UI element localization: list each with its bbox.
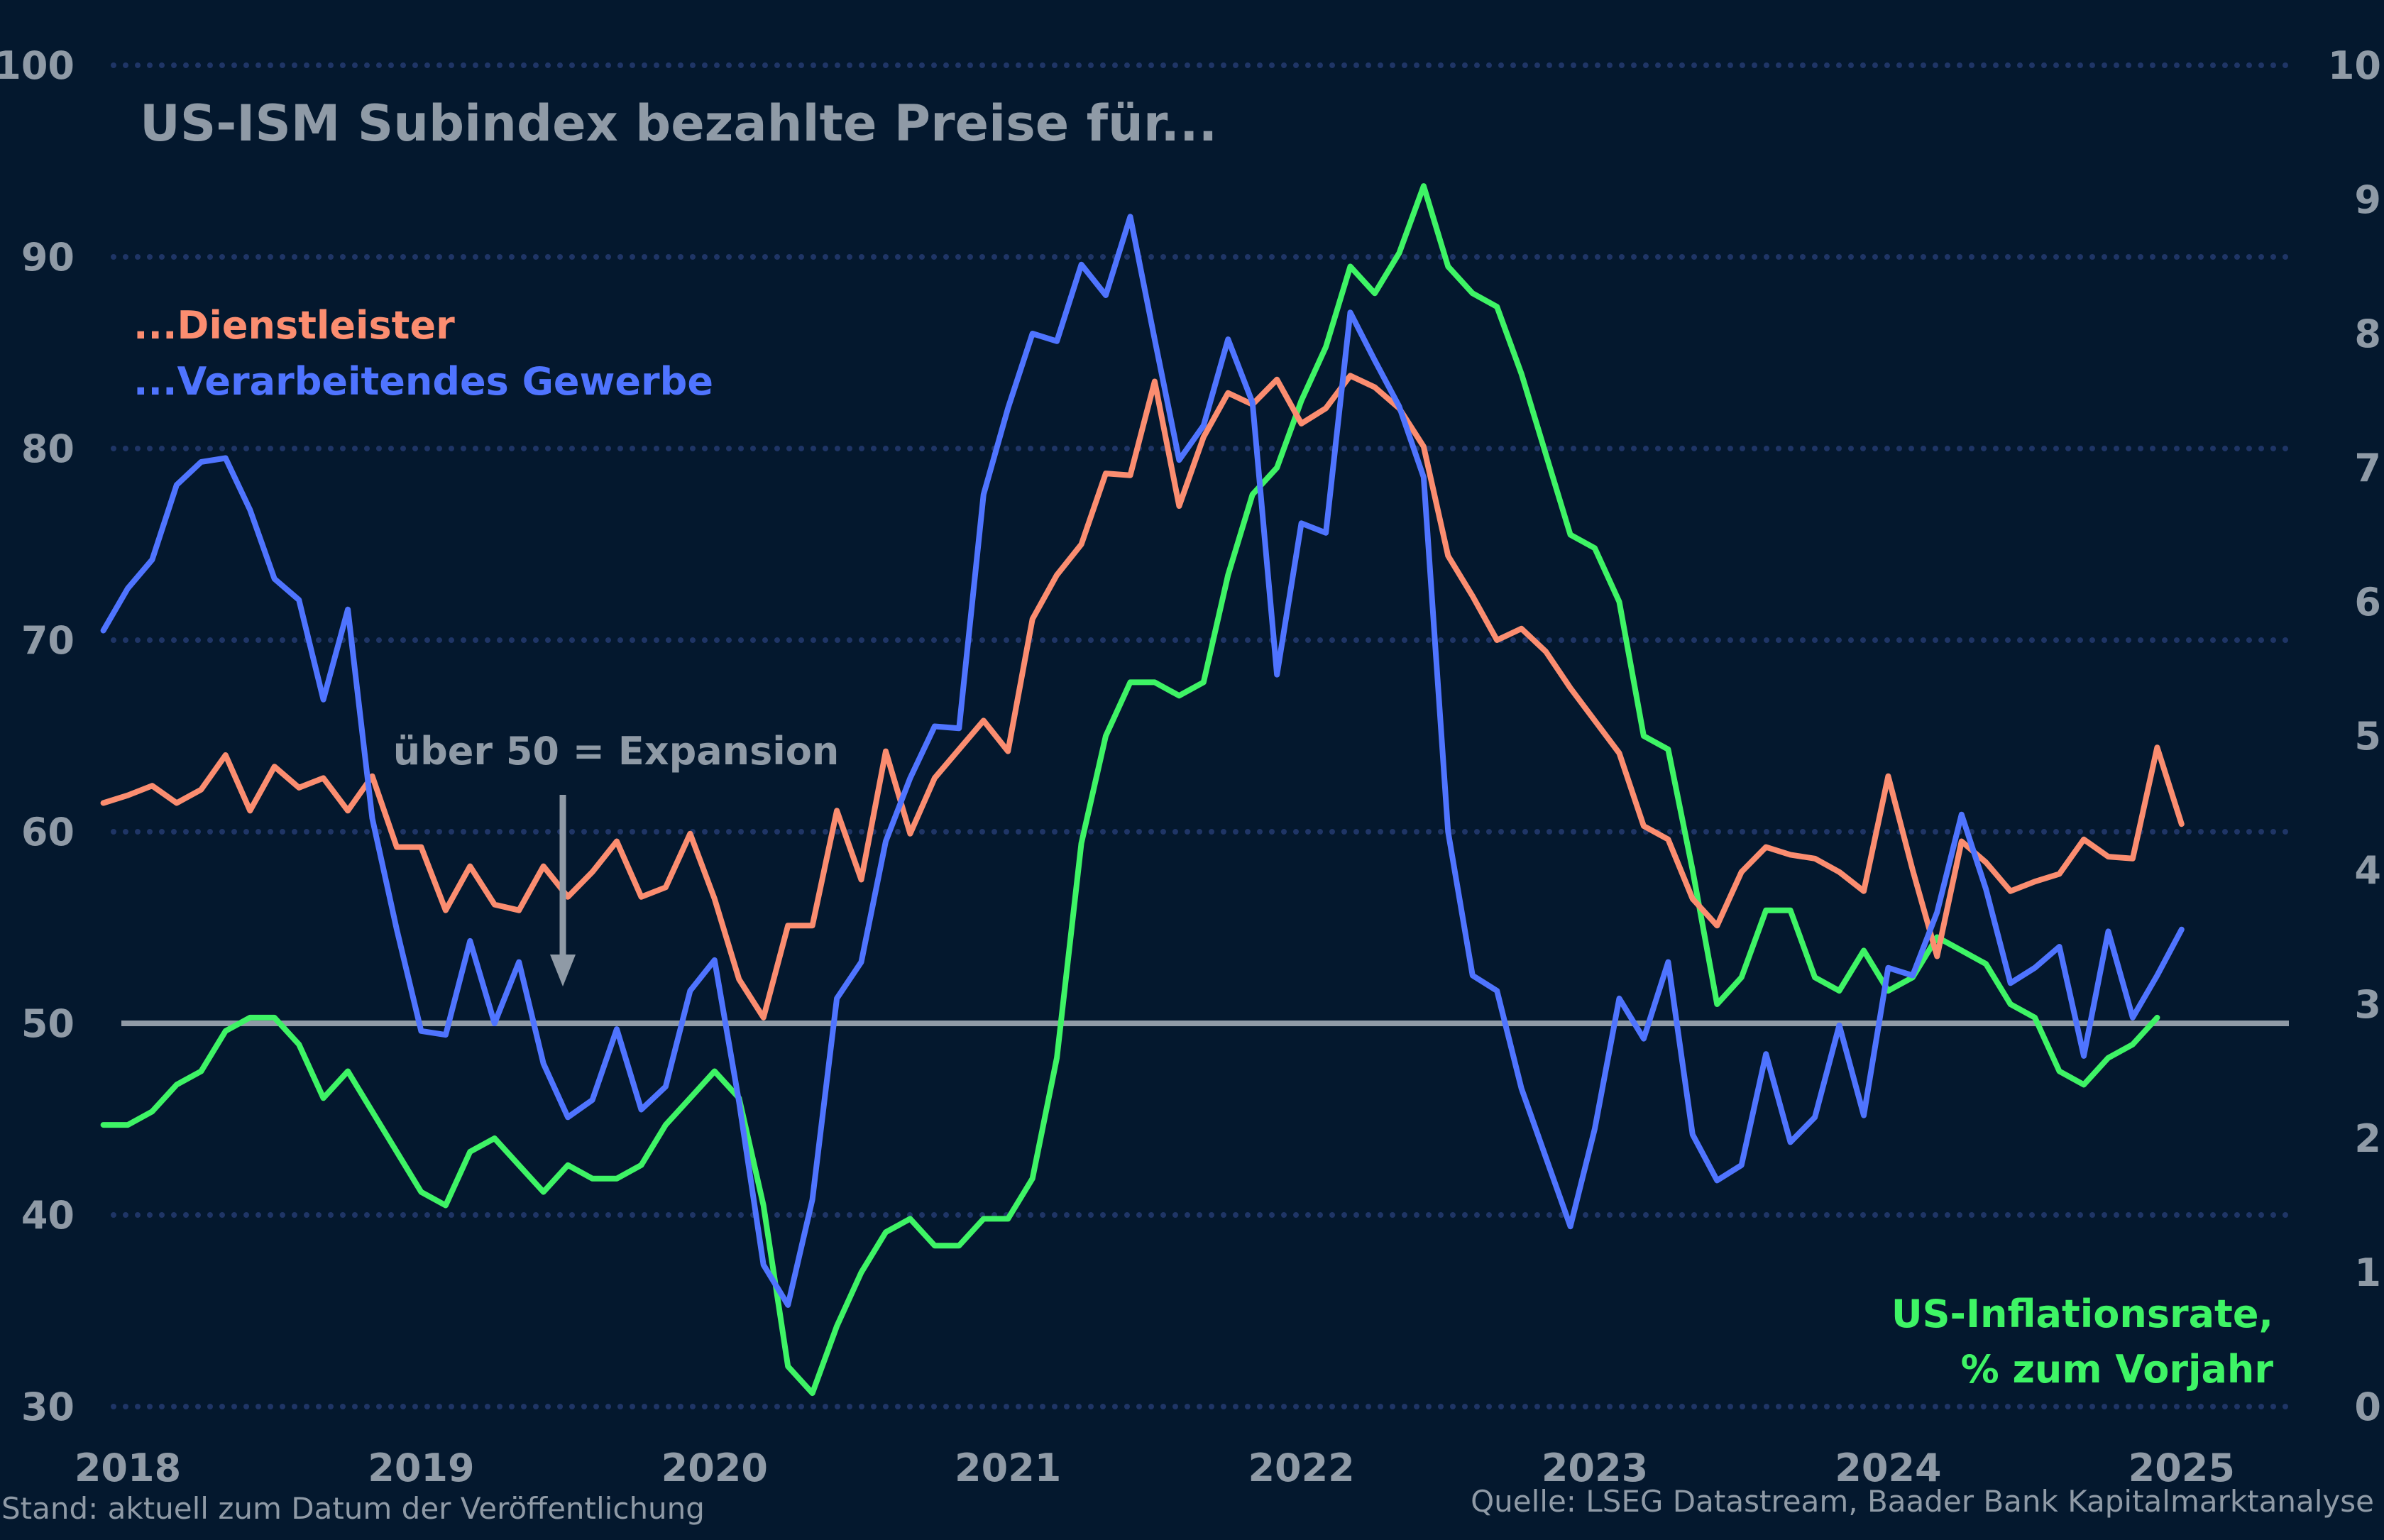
x-tick-label: 2020 [661,1446,768,1490]
x-axis: 2018 2019 2020 2021 2022 2023 2024 2025 [75,1446,2235,1490]
y-right-tick-label: 7 [2354,446,2381,490]
y-right-tick-label: 6 [2354,580,2381,625]
footer-right: Quelle: LSEG Datastream, Baader Bank Kap… [1471,1484,2374,1519]
y-left-tick-label: 50 [21,1001,75,1046]
legend-manufacturing: ...Verarbeitendes Gewerbe [133,359,713,404]
y-right-tick-label: 9 [2354,177,2381,222]
y-left-tick-label: 90 [21,235,75,280]
y-right-tick-label: 1 [2354,1250,2381,1295]
y-left-tick-label: 70 [21,618,75,663]
series-line-manufacturing [100,214,2185,1308]
legend-inflation-line1: US-Inflationsrate, [1891,1292,2273,1336]
series-lines [100,183,2185,1397]
legend-inflation-line2: % zum Vorjahr [1961,1347,2274,1392]
x-tick-label: 2025 [2128,1446,2235,1490]
y-right-tick-label: 4 [2354,848,2381,893]
footer-left: Stand: aktuell zum Datum der Veröffentli… [1,1491,705,1526]
series-line-services [100,373,2185,1021]
y-right-tick-label: 3 [2354,982,2381,1027]
x-tick-label: 2023 [1542,1446,1648,1490]
x-tick-label: 2019 [368,1446,474,1490]
y-axis-left: 100 90 80 70 60 50 40 30 [0,43,75,1429]
y-left-tick-label: 80 [21,427,75,471]
y-left-tick-label: 30 [21,1385,75,1429]
x-tick-label: 2024 [1835,1446,1941,1490]
gridlines [111,62,2292,1409]
y-right-tick-label: 10 [2328,43,2381,88]
y-right-tick-label: 2 [2354,1116,2381,1161]
chart-title: US-ISM Subindex bezahlte Preise für... [140,94,1217,153]
x-tick-label: 2022 [1248,1446,1354,1490]
y-left-tick-label: 100 [0,43,75,88]
arrow-down-icon [550,795,576,986]
y-right-tick-label: 0 [2354,1385,2381,1429]
series-line-inflation [100,183,2160,1397]
y-right-tick-label: 8 [2354,312,2381,356]
legend-services: ...Dienstleister [133,303,455,348]
x-tick-label: 2021 [955,1446,1061,1490]
annotation-expansion: über 50 = Expansion [393,729,840,774]
y-left-tick-label: 40 [21,1193,75,1238]
y-right-tick-label: 5 [2354,714,2381,759]
x-tick-label: 2018 [75,1446,181,1490]
y-left-tick-label: 60 [21,810,75,854]
